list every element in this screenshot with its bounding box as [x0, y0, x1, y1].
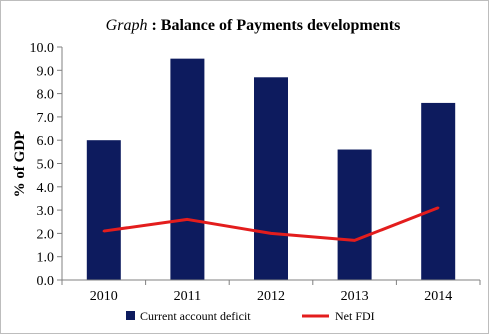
y-tick-label: 6.0 — [37, 134, 55, 149]
legend-label-current-account: Current account deficit — [140, 309, 251, 323]
legend: Current account deficit Net FDI — [126, 309, 375, 323]
x-axis-ticks: 2010 2011 2012 2013 2014 — [61, 280, 481, 304]
net-fdi-point-2011 — [186, 218, 189, 221]
x-tick-label: 2010 — [90, 289, 118, 304]
legend-swatch-current-account — [126, 311, 135, 320]
x-tick-label: 2014 — [424, 289, 452, 304]
legend-label-net-fdi: Net FDI — [335, 309, 375, 323]
bar-2012 — [254, 77, 288, 280]
chart-title: Graph : Balance of Payments developments — [106, 17, 401, 34]
bar-2014 — [421, 102, 456, 280]
y-tick-label: 10.0 — [30, 41, 55, 56]
y-axis-label: % of GDP — [12, 131, 28, 198]
y-tick-label: 3.0 — [37, 204, 55, 219]
y-tick-label: 1.0 — [37, 251, 55, 266]
net-fdi-point-2014 — [437, 206, 440, 209]
y-tick-label: 8.0 — [37, 88, 55, 103]
net-fdi-point-2012 — [269, 232, 273, 235]
chart-title-main: : Balance of Payments developments — [147, 17, 400, 34]
y-tick-label: 5.0 — [37, 158, 55, 173]
y-tick-label: 9.0 — [37, 64, 55, 79]
x-tick-label: 2012 — [257, 289, 285, 304]
y-tick-label: 2.0 — [37, 227, 55, 242]
net-fdi-series — [102, 206, 440, 242]
y-tick-label: 7.0 — [37, 111, 55, 126]
y-axis-ticks: 0.0 1.0 2.0 3.0 4.0 5.0 6.0 7.0 8.0 9.0 10.0 — [30, 41, 62, 289]
bars — [86, 58, 456, 281]
net-fdi-point-2010 — [102, 229, 106, 233]
y-tick-label: 0.0 — [37, 274, 55, 289]
chart-title-italic: Graph — [106, 17, 148, 34]
bar-2011 — [170, 58, 205, 281]
y-tick-label: 4.0 — [37, 181, 55, 196]
axes — [61, 47, 480, 281]
bar-2010 — [86, 140, 121, 280]
net-fdi-point-2013 — [353, 239, 356, 242]
x-tick-label: 2013 — [341, 289, 369, 304]
x-tick-label: 2011 — [174, 289, 201, 304]
bar-2013 — [337, 149, 372, 280]
